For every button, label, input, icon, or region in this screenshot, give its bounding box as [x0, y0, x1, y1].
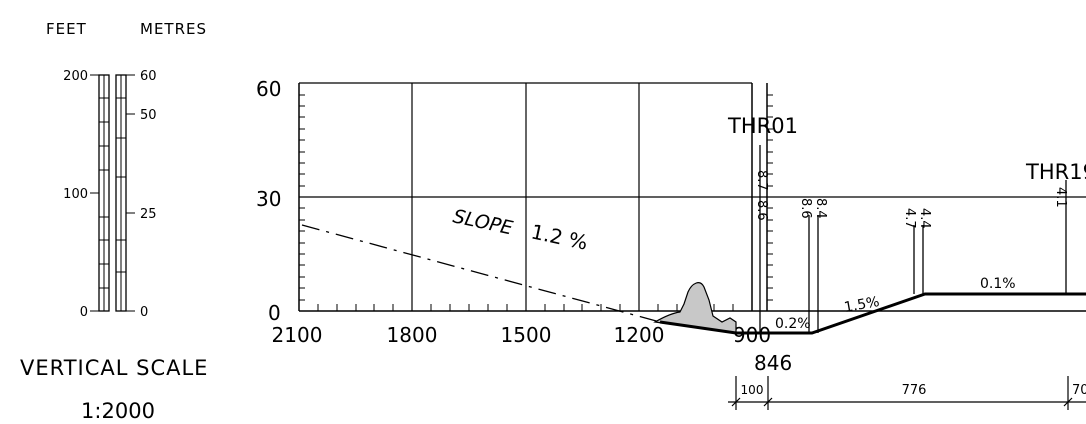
dim-100: 100: [741, 383, 764, 397]
y-tick-30: 30: [256, 187, 281, 211]
mid2-mark-a: 4.7: [902, 208, 917, 229]
mid-mark-b: 8.4: [813, 198, 828, 219]
grade-label-2: 1.5%: [843, 294, 881, 316]
x-tick-1500: 1500: [501, 323, 552, 347]
dim-776: 776: [902, 383, 927, 398]
metres-bar-ticks: [116, 74, 135, 312]
thr01-mark-b: 8.6: [754, 200, 769, 221]
thr19-label: THR19: [1025, 160, 1086, 184]
feet-tick-100: 100: [63, 187, 88, 202]
mid2-mark-b: 4.4: [917, 208, 932, 229]
slope-label-value: 1.2 %: [529, 219, 590, 254]
x-tick-1200: 1200: [614, 323, 665, 347]
mid-mark-a: 8.6: [798, 198, 813, 219]
dimension-line: [728, 376, 1086, 410]
metres-tick-25: 25: [140, 207, 157, 222]
slope-line: [301, 224, 661, 323]
slope-label-word: SLOPE: [451, 205, 515, 239]
thr01-mark-a: 8.7: [754, 170, 769, 191]
metres-tick-60: 60: [140, 69, 157, 84]
feet-tick-200: 200: [63, 69, 88, 84]
profile-grid: [298, 82, 1086, 312]
runway-profile-line: [659, 292, 1086, 335]
feet-bar-ticks: [90, 74, 109, 312]
dim-70: 70: [1072, 383, 1086, 398]
threshold-posts: [759, 145, 1067, 333]
feet-tick-0: 0: [80, 305, 88, 320]
metres-header: METRES: [140, 20, 207, 38]
thr19-mark: 4.1: [1053, 187, 1068, 208]
grade-label-3: 0.1%: [980, 276, 1016, 292]
grade-label-1: 0.2%: [775, 316, 811, 332]
vertical-scale-ratio: 1:2000: [81, 399, 155, 423]
vertical-scale-title: VERTICAL SCALE: [20, 356, 208, 380]
x-tick-1800: 1800: [387, 323, 438, 347]
y-tick-0: 0: [268, 301, 281, 325]
feet-header: FEET: [46, 20, 87, 38]
terrain-obstacle: [653, 282, 737, 334]
thr01-label: THR01: [727, 114, 798, 138]
threshold-axis-ticks: [767, 94, 773, 301]
metres-tick-50: 50: [140, 108, 157, 123]
x-tick-900: 900: [733, 323, 771, 347]
left-axis-ticks: [299, 94, 305, 301]
vertical-scale: FEET METRES 200 100 0 60 50 25 0 V: [20, 20, 208, 423]
distance-label: 846: [754, 351, 792, 375]
x-tick-2100: 2100: [272, 323, 323, 347]
y-tick-60: 60: [256, 77, 281, 101]
metres-tick-0: 0: [140, 305, 148, 320]
